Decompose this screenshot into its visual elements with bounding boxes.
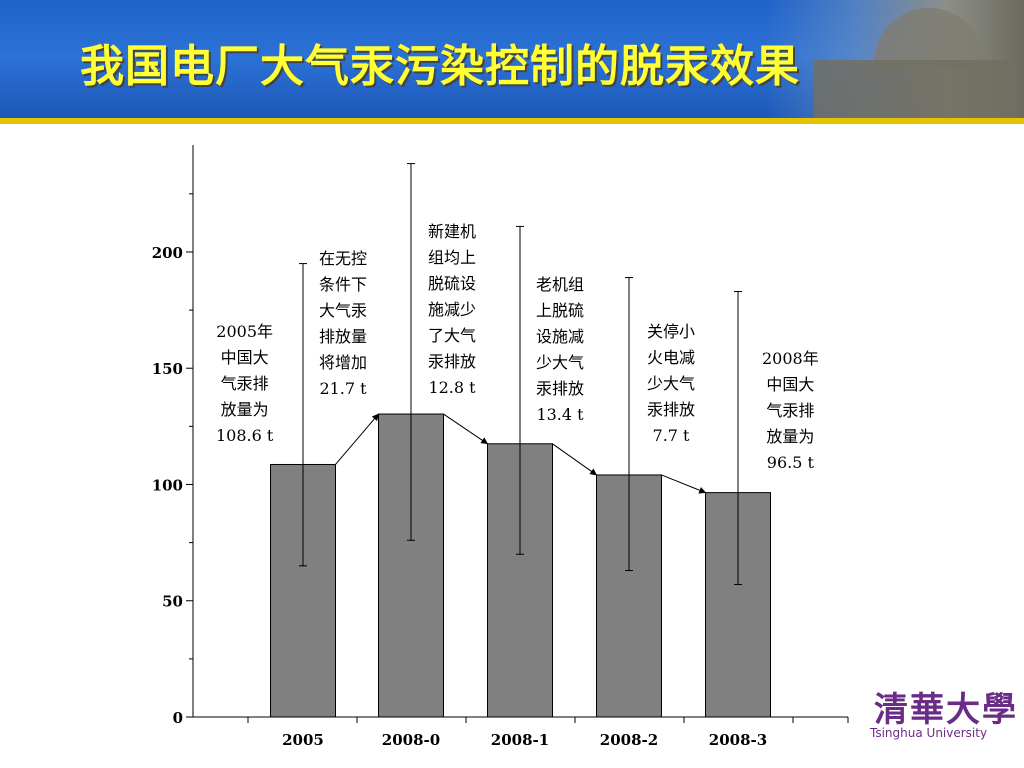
campus-photo bbox=[764, 0, 1024, 124]
annotation-6: 2008年 中国大 气汞排 放量为 96.5 t bbox=[762, 349, 819, 472]
logo-english: Tsinghua University bbox=[870, 726, 988, 740]
x-tick-label: 2008-1 bbox=[491, 731, 549, 749]
trend-arrow bbox=[335, 413, 379, 465]
slide-header: 我国电厂大气汞污染控制的脱汞效果 bbox=[0, 0, 1024, 124]
annotation-2: 在无控 条件下 大气汞 排放量 将增加 21.7 t bbox=[319, 249, 368, 398]
annotation-3: 新建机 组均上 脱硫设 施减少 了大气 汞排放 12.8 t bbox=[428, 222, 477, 397]
x-tick-label: 2008-2 bbox=[600, 731, 658, 749]
y-tick-label: 100 bbox=[152, 476, 183, 494]
slide-title: 我国电厂大气汞污染控制的脱汞效果 bbox=[80, 41, 800, 92]
annotation-5: 关停小 火电减 少大气 汞排放 7.7 t bbox=[647, 322, 696, 445]
annotation-4: 老机组 上脱硫 设施减 少大气 汞排放 13.4 t bbox=[536, 275, 585, 424]
trend-arrow bbox=[661, 474, 707, 494]
x-tick-label: 2008-0 bbox=[382, 731, 440, 749]
trend-arrow bbox=[552, 443, 598, 476]
annotation-1: 2005年 中国大 气汞排 放量为 108.6 t bbox=[216, 322, 274, 445]
y-tick-label: 0 bbox=[173, 709, 183, 727]
logo-chinese: 清華大學 bbox=[874, 690, 1018, 730]
y-tick-label: 200 bbox=[152, 244, 183, 262]
x-tick-label: 2005 bbox=[282, 731, 324, 749]
y-tick-label: 150 bbox=[152, 360, 183, 378]
campus-building bbox=[814, 60, 1014, 124]
x-tick-label: 2008-3 bbox=[709, 731, 767, 749]
header-accent-band bbox=[0, 118, 1024, 124]
trend-arrow bbox=[443, 413, 489, 445]
tsinghua-logo: 清華大學 Tsinghua University bbox=[870, 680, 1016, 750]
y-tick-label: 50 bbox=[162, 593, 183, 611]
